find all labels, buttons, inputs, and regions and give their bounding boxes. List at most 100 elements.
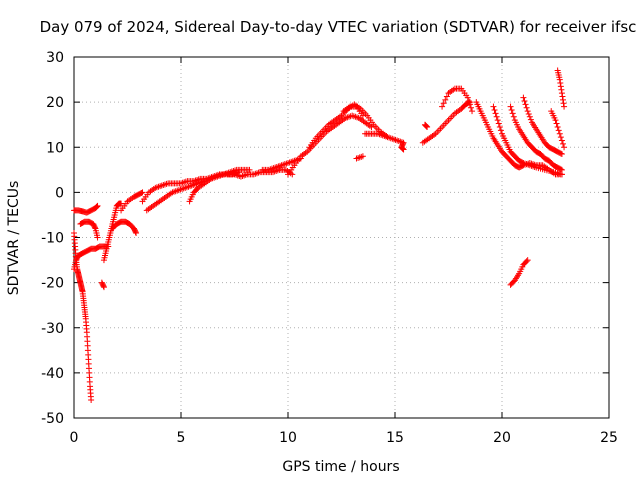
series-sat-w — [490, 103, 565, 178]
data-point — [494, 117, 501, 124]
series-sat-aa — [554, 67, 568, 110]
data-marks — [71, 67, 568, 403]
data-point — [507, 103, 514, 110]
series-sat-p — [340, 103, 366, 119]
data-point — [139, 189, 146, 196]
axis-ticks — [73, 56, 610, 419]
data-point — [94, 202, 101, 209]
data-point — [400, 145, 407, 152]
data-point — [496, 123, 503, 130]
data-point — [100, 283, 107, 290]
data-point — [490, 103, 497, 110]
data-point — [88, 396, 95, 403]
data-point — [510, 113, 517, 120]
y-tick-label: -10 — [41, 231, 64, 247]
series-sat-z — [548, 108, 568, 151]
series-sat-x — [507, 103, 565, 173]
series-sat-b — [71, 229, 95, 403]
series-sat-f — [98, 279, 107, 291]
series-sat-r — [353, 153, 366, 162]
y-tick-labels: -50 -40 -30 -20 -10 0 10 20 30 — [41, 50, 64, 427]
series-sat-c — [71, 243, 112, 273]
data-point — [491, 107, 498, 114]
data-point — [556, 76, 563, 83]
y-tick-label: 30 — [46, 50, 64, 66]
y-axis-title: SDTVAR / TECUs — [6, 181, 22, 296]
data-point — [522, 101, 529, 108]
data-point — [557, 83, 564, 90]
x-tick-label: 25 — [600, 430, 618, 446]
data-point — [558, 86, 565, 93]
series-sat-y — [520, 94, 565, 158]
series-sat-j — [143, 178, 208, 214]
data-point — [495, 120, 502, 127]
data-point — [424, 123, 431, 130]
data-point — [132, 228, 139, 235]
data-point — [524, 108, 531, 115]
x-tick-label: 5 — [177, 430, 186, 446]
data-point — [525, 110, 532, 117]
series-sat-s — [419, 99, 473, 146]
data-point — [493, 113, 500, 120]
data-point — [559, 93, 566, 100]
data-point — [557, 79, 564, 86]
grid-lines — [74, 57, 609, 418]
data-point — [521, 97, 528, 104]
series-sat-e — [100, 200, 125, 264]
y-tick-label: -40 — [41, 366, 64, 382]
data-point — [469, 108, 476, 115]
data-point — [553, 120, 560, 127]
data-point — [465, 97, 472, 104]
data-point — [561, 103, 568, 110]
y-tick-label: 10 — [46, 140, 64, 156]
data-point — [100, 284, 107, 291]
series-sat-u — [439, 85, 476, 115]
data-point — [558, 90, 565, 97]
data-point — [359, 112, 366, 119]
series-sat-l — [225, 166, 296, 180]
series-sat-d — [77, 218, 101, 241]
data-point — [492, 110, 499, 117]
data-point — [554, 123, 561, 130]
data-point — [497, 127, 504, 134]
data-point — [519, 159, 526, 166]
series-sat-a — [71, 202, 101, 216]
data-point — [557, 166, 564, 173]
data-point — [464, 94, 471, 101]
data-point — [440, 100, 447, 107]
series-sat-ab — [507, 257, 531, 288]
data-point — [558, 151, 565, 158]
y-tick-label: 0 — [55, 185, 64, 201]
data-point — [467, 104, 474, 111]
data-point — [509, 110, 516, 117]
series-sat-h — [118, 189, 146, 214]
data-point — [423, 122, 430, 129]
data-point — [524, 257, 531, 264]
data-point — [133, 229, 140, 236]
data-point — [442, 96, 449, 103]
data-point — [561, 144, 568, 151]
data-point — [552, 117, 559, 124]
data-point — [91, 224, 98, 231]
x-axis-title: GPS time / hours — [282, 459, 399, 475]
data-point — [439, 103, 446, 110]
data-point — [558, 166, 565, 173]
series-sat-k — [186, 166, 253, 205]
data-point — [557, 134, 564, 141]
data-point — [558, 137, 565, 144]
data-point — [556, 130, 563, 137]
data-point — [520, 94, 527, 101]
data-point — [560, 100, 567, 107]
chart-title: Day 079 of 2024, Sidereal Day-to-day VTE… — [40, 18, 637, 36]
data-point — [559, 96, 566, 103]
data-point — [423, 123, 430, 130]
data-point — [93, 204, 100, 211]
y-tick-label: -30 — [41, 321, 64, 337]
data-point — [527, 116, 534, 123]
data-point — [94, 203, 101, 210]
x-tick-labels: 0 5 10 15 20 25 — [70, 430, 618, 446]
data-point — [246, 166, 253, 173]
data-point — [443, 93, 450, 100]
y-tick-label: -50 — [41, 411, 64, 427]
data-point — [555, 127, 562, 134]
